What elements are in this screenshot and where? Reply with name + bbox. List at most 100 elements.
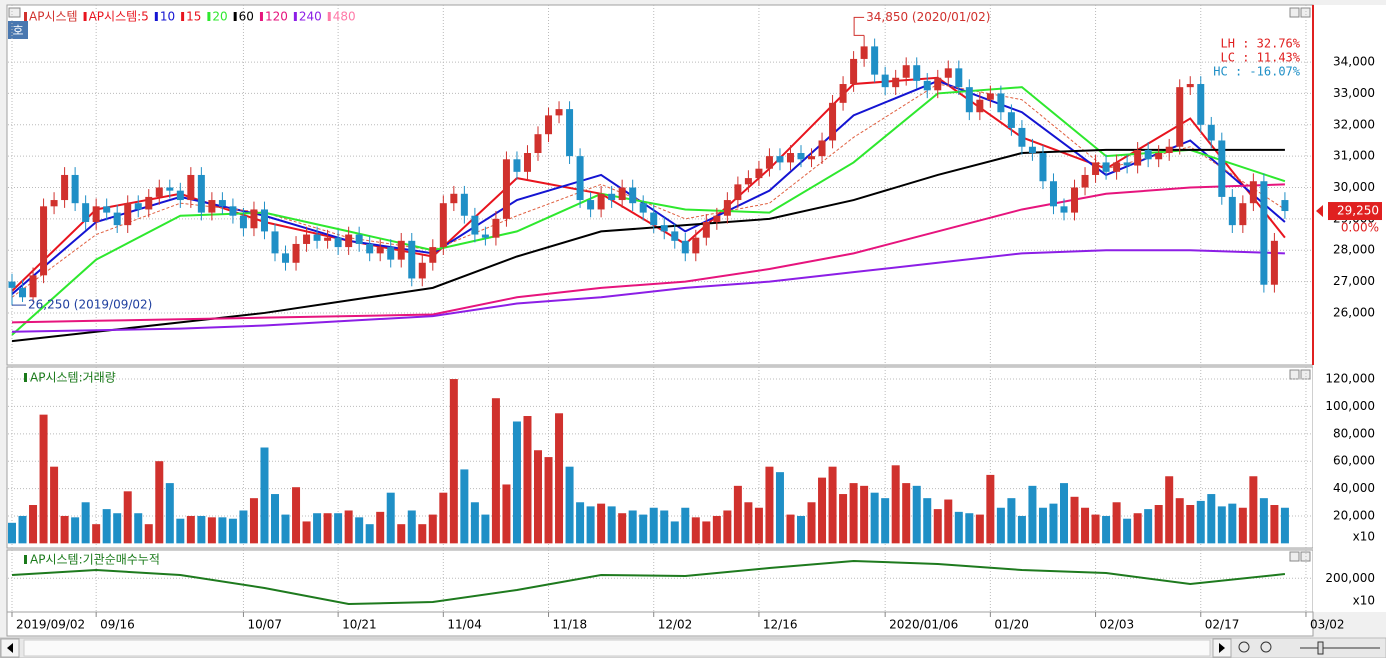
y-tick-label: 32,000 <box>1333 117 1375 131</box>
date-label: 02/03 <box>1100 618 1135 632</box>
badge[interactable]: 호 <box>12 24 23 38</box>
volume-bar <box>186 515 195 544</box>
candle-body <box>292 243 300 263</box>
volume-bar <box>618 513 627 544</box>
legend-label: AP시스템 <box>29 10 78 24</box>
candle-body <box>71 174 79 204</box>
volume-bar <box>576 502 585 544</box>
legend-swatch <box>233 12 237 21</box>
volume-bar <box>1007 498 1016 544</box>
maximize-button[interactable] <box>1300 7 1311 18</box>
candle-body <box>387 247 395 260</box>
volume-bar <box>260 447 269 544</box>
volume-bar <box>754 507 763 544</box>
legend-swatch <box>24 373 27 382</box>
candle-body <box>871 46 879 75</box>
volume-bar <box>386 492 395 544</box>
legend-swatch <box>24 555 27 564</box>
volume-bar <box>860 485 869 544</box>
candle-body <box>786 153 794 163</box>
volume-bar <box>334 513 343 544</box>
minimize-button[interactable] <box>1289 369 1300 380</box>
zoom-out[interactable] <box>1238 641 1250 653</box>
volume-bar <box>50 466 59 544</box>
candle-body <box>155 187 163 197</box>
candle-body <box>1049 181 1057 207</box>
volume-bar <box>965 513 974 544</box>
volume-bar <box>281 514 290 544</box>
candle-body <box>1186 84 1194 88</box>
candle-body <box>460 193 468 216</box>
candle-body <box>1134 149 1142 166</box>
volume-bar <box>376 511 385 544</box>
candle-body <box>492 218 500 238</box>
minimize-button[interactable] <box>1289 551 1300 562</box>
volume-bar <box>491 398 500 544</box>
volume-bar <box>1154 505 1163 544</box>
candle-body <box>1081 174 1089 188</box>
arrow-icon <box>7 643 13 653</box>
candle-body <box>671 231 679 241</box>
volume-bar <box>691 517 700 544</box>
zoom-in[interactable] <box>1260 641 1272 653</box>
volume-bar <box>1270 505 1279 544</box>
candle-body <box>923 80 931 91</box>
volume-bar <box>8 522 16 544</box>
volume-bar <box>470 502 479 544</box>
volume-bar <box>144 524 153 544</box>
candle-body <box>355 234 363 244</box>
volume-bar <box>1112 502 1121 544</box>
volume-bar <box>481 514 490 544</box>
volume-bar <box>1186 505 1195 544</box>
volume-bar <box>207 517 216 544</box>
volume-bar <box>818 477 827 544</box>
volume-bar <box>71 517 80 544</box>
volume-bar <box>933 509 942 544</box>
volume-bar <box>839 494 848 544</box>
candle-body <box>134 203 142 210</box>
volume-bar <box>502 484 511 544</box>
volume-bar <box>881 498 890 544</box>
scroll-thumb[interactable] <box>23 639 1211 657</box>
candle-body <box>608 193 616 201</box>
low-annotation: 26,250 (2019/09/02) <box>28 298 152 312</box>
volume-bar <box>849 483 858 544</box>
stat-label: LC : 11.43% <box>1221 51 1301 65</box>
candle-body <box>229 206 237 216</box>
candle-body <box>808 156 816 160</box>
candle-body <box>1018 127 1026 147</box>
volume-bar <box>344 510 353 544</box>
candle-body <box>366 243 374 254</box>
axis-area <box>1313 5 1386 612</box>
volume-bar <box>460 469 469 544</box>
y-tick-label: 60,000 <box>1333 454 1375 468</box>
minimize-button[interactable] <box>1289 7 1300 18</box>
y-tick-label: 80,000 <box>1333 426 1375 440</box>
volume-bar <box>29 505 38 544</box>
candle-body <box>303 234 311 244</box>
candle-body <box>1039 153 1047 182</box>
candle-body <box>408 240 416 279</box>
volume-bar <box>1228 503 1237 544</box>
candle-body <box>629 187 637 204</box>
volume-bar <box>523 416 532 544</box>
candle-body <box>197 174 205 213</box>
candle-body <box>260 209 268 232</box>
maximize-button[interactable] <box>1300 369 1311 380</box>
volume-bar <box>60 515 69 544</box>
candle-body <box>1176 87 1184 147</box>
zoom-handle[interactable] <box>1317 641 1324 655</box>
date-label: 10/07 <box>247 618 282 632</box>
panel-menu[interactable] <box>8 7 21 18</box>
y-tick-label: 33,000 <box>1333 86 1375 100</box>
candle-body <box>8 281 16 288</box>
candle-body <box>124 203 132 226</box>
volume-bar <box>313 513 322 544</box>
badge-box[interactable] <box>8 21 28 39</box>
volume-bar <box>712 515 721 544</box>
volume-bar <box>702 521 711 544</box>
y-tick-label: 20,000 <box>1333 508 1375 522</box>
volume-bar <box>902 483 911 544</box>
volume-bar <box>1175 498 1184 544</box>
